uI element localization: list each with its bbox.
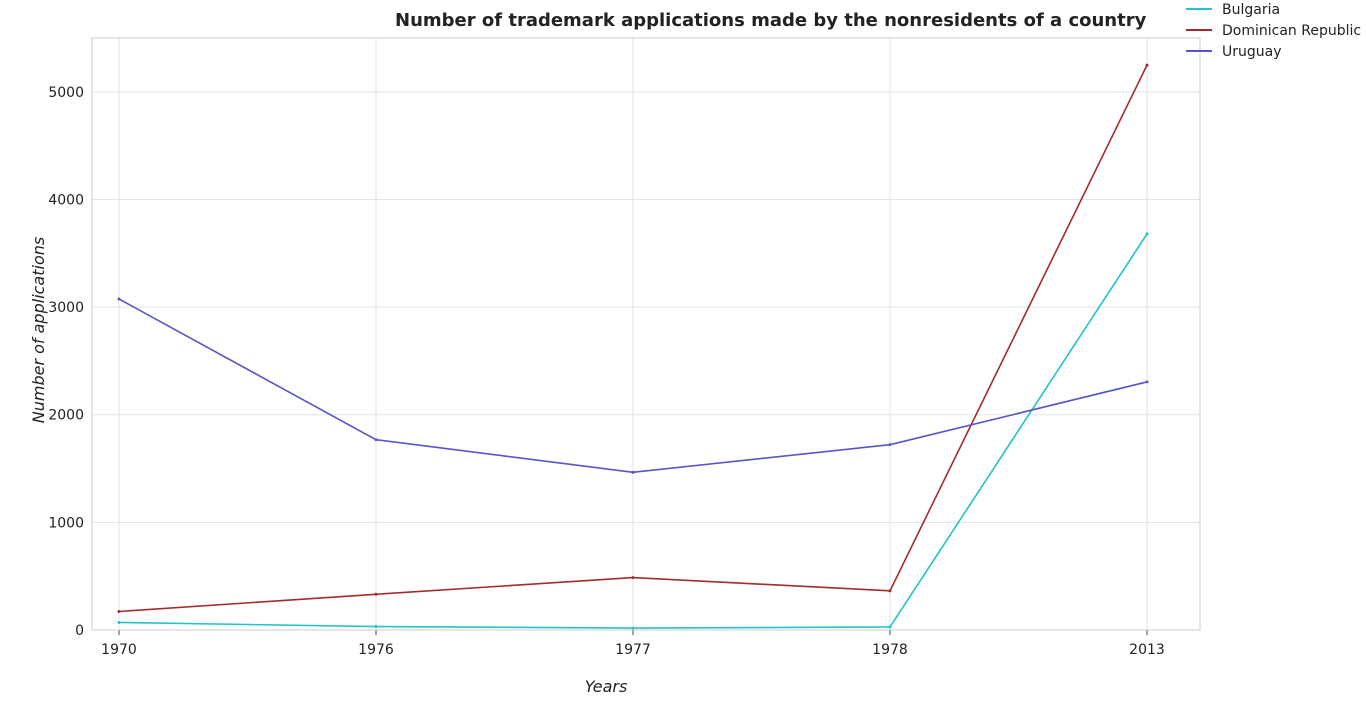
data-point-bulgaria [631, 626, 635, 630]
x-tick-label: 1978 [872, 642, 908, 658]
x-axis-title: Years [585, 677, 628, 696]
axes-layer: 0 1000 2000 3000 4000 5000 1970 1976 1977 1978 201… [48, 37, 1201, 658]
data-point-uruguay [888, 443, 892, 447]
y-axis-title: Number of applications [29, 237, 48, 423]
data-point-dominican-republic [117, 609, 121, 613]
data-point-dominican-republic [374, 592, 378, 596]
legend-label-dominican-republic: Dominican Republic [1222, 23, 1361, 39]
legend-label-uruguay: Uruguay [1222, 44, 1282, 60]
y-tick-label: 4000 [48, 192, 84, 208]
x-tick-label: 1970 [101, 642, 137, 658]
data-point-uruguay [374, 438, 378, 442]
data-point-uruguay [631, 470, 635, 474]
grid-layer [92, 38, 1200, 631]
data-point-bulgaria [1145, 232, 1149, 236]
data-point-dominican-republic [631, 576, 635, 580]
data-point-bulgaria [374, 625, 378, 629]
y-tick-label: 3000 [48, 300, 84, 316]
y-tick-label: 2000 [48, 408, 84, 424]
data-point-bulgaria [888, 625, 892, 629]
data-point-dominican-republic [888, 589, 892, 593]
data-point-uruguay [117, 297, 121, 301]
series-layer [117, 63, 1149, 630]
y-tick-label: 0 [75, 623, 84, 639]
plot-frame [91, 37, 1201, 631]
legend: Bulgaria Dominican Republic Uruguay [1186, 2, 1361, 60]
x-tick-label: 2013 [1129, 642, 1165, 658]
y-tick-label: 1000 [48, 515, 84, 531]
y-tick-label: 5000 [48, 85, 84, 101]
data-point-uruguay [1145, 380, 1149, 384]
x-tick-label: 1976 [358, 642, 394, 658]
data-point-bulgaria [117, 620, 121, 624]
data-point-dominican-republic [1145, 63, 1149, 67]
chart-title: Number of trademark applications made by… [395, 10, 1147, 31]
legend-label-bulgaria: Bulgaria [1222, 2, 1280, 18]
x-tick-label: 1977 [615, 642, 651, 658]
